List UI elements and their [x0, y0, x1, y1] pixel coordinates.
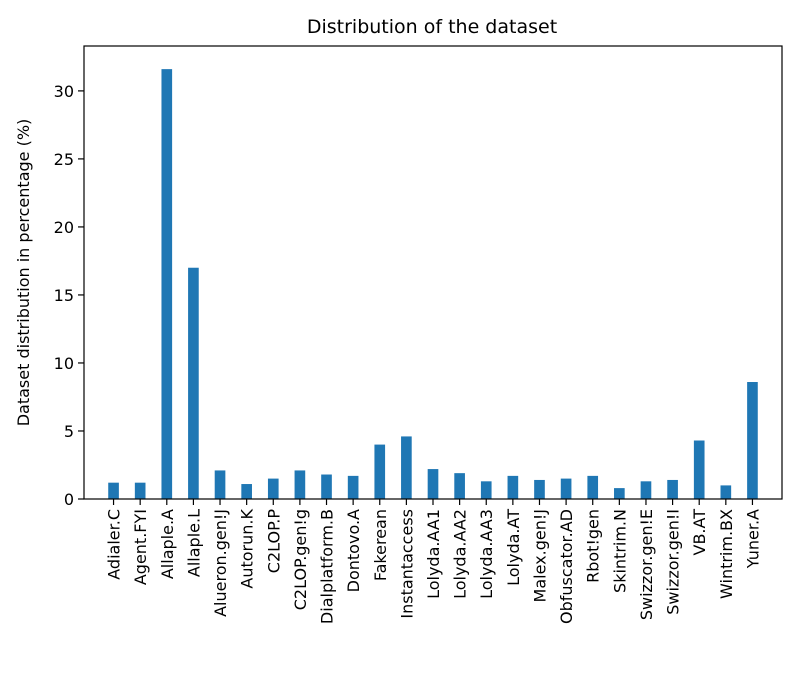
bar-swizzor-gen-i	[667, 479, 678, 499]
bar-vb-at	[693, 440, 705, 499]
bar-autorun-k	[241, 484, 252, 499]
x-axis: Adialer.C Agent.FYI Allaple.A Allaple.L Alue…	[105, 499, 762, 624]
y-tick-label: 15	[54, 286, 74, 305]
x-tick-label: Swizzor.gen!I	[664, 509, 683, 615]
bar-rbot-gen	[587, 475, 599, 499]
bar-alueron-gen-j	[214, 470, 226, 499]
x-tick-label: Allaple.L	[184, 509, 203, 577]
bar-instantaccess	[401, 436, 412, 499]
bar-agent-fyi	[134, 482, 146, 499]
x-tick-label: Lolyda.AA1	[424, 509, 443, 599]
plot-frame	[83, 45, 783, 500]
bar-allaple-l	[188, 267, 199, 499]
y-tick-label: 10	[54, 354, 74, 373]
x-tick-label: Dialplatform.B	[318, 509, 337, 624]
x-tick-label: Obfuscator.AD	[557, 509, 576, 624]
y-tick-label: 20	[54, 218, 74, 237]
bar-dontovo-a	[347, 475, 359, 499]
bar-obfuscator-ad	[560, 478, 572, 499]
y-tick-label: 0	[64, 490, 74, 509]
bar-malex-gen-j	[534, 479, 545, 499]
x-tick-label: Alueron.gen!J	[211, 509, 230, 617]
bar-wintrim-bx	[720, 485, 732, 499]
x-tick-label: C2LOP.P	[264, 509, 283, 574]
y-tick-label: 25	[54, 150, 74, 169]
bar-yuner-a	[747, 382, 758, 499]
x-tick-label: Autorun.K	[238, 509, 257, 589]
bars-group	[108, 69, 758, 499]
x-tick-label: Lolyda.AT	[504, 509, 523, 586]
bar-lolyda-aa2	[454, 473, 465, 499]
bar-fakerean	[374, 444, 386, 499]
chart-title: Distribution of the dataset	[307, 16, 557, 38]
x-tick-label: VB.AT	[690, 509, 709, 556]
x-tick-label: Swizzor.gen!E	[637, 509, 656, 620]
x-tick-label: Malex.gen!J	[530, 509, 549, 602]
bar-adialer-c	[108, 482, 119, 499]
x-tick-label: Dontovo.A	[344, 509, 363, 592]
x-tick-label: Fakerean	[371, 509, 390, 581]
bar-swizzor-gen-e	[640, 481, 652, 499]
bar-lolyda-aa3	[480, 481, 492, 499]
x-tick-label: C2LOP.gen!g	[291, 509, 310, 610]
x-tick-label: Wintrim.BX	[717, 509, 736, 599]
x-tick-label: Agent.FYI	[131, 509, 150, 585]
x-tick-label: Instantaccess	[397, 509, 416, 619]
y-axis-label: Dataset distribution in percentage (%)	[14, 119, 33, 427]
bar-c2lop-p	[267, 478, 279, 499]
x-tick-label: Allaple.A	[158, 509, 177, 579]
bar-skintrim-n	[614, 488, 625, 499]
bar-dialplatform-b	[321, 474, 332, 499]
x-tick-label: Lolyda.AA2	[451, 509, 470, 599]
bar-c2lop-gen-g	[294, 470, 306, 499]
x-tick-label: Lolyda.AA3	[477, 509, 496, 599]
y-tick-label: 30	[54, 82, 74, 101]
bar-lolyda-at	[507, 475, 519, 499]
x-tick-label: Yuner.A	[743, 509, 762, 569]
x-tick-label: Adialer.C	[105, 509, 124, 580]
x-tick-label: Rbot!gen	[584, 509, 603, 583]
bar-allaple-a	[161, 69, 173, 499]
x-tick-label: Skintrim.N	[610, 509, 629, 593]
y-axis: 0 5 10 15 20 25 30	[54, 82, 84, 509]
y-tick-label: 5	[64, 422, 74, 441]
bar-lolyda-aa1	[427, 469, 439, 499]
